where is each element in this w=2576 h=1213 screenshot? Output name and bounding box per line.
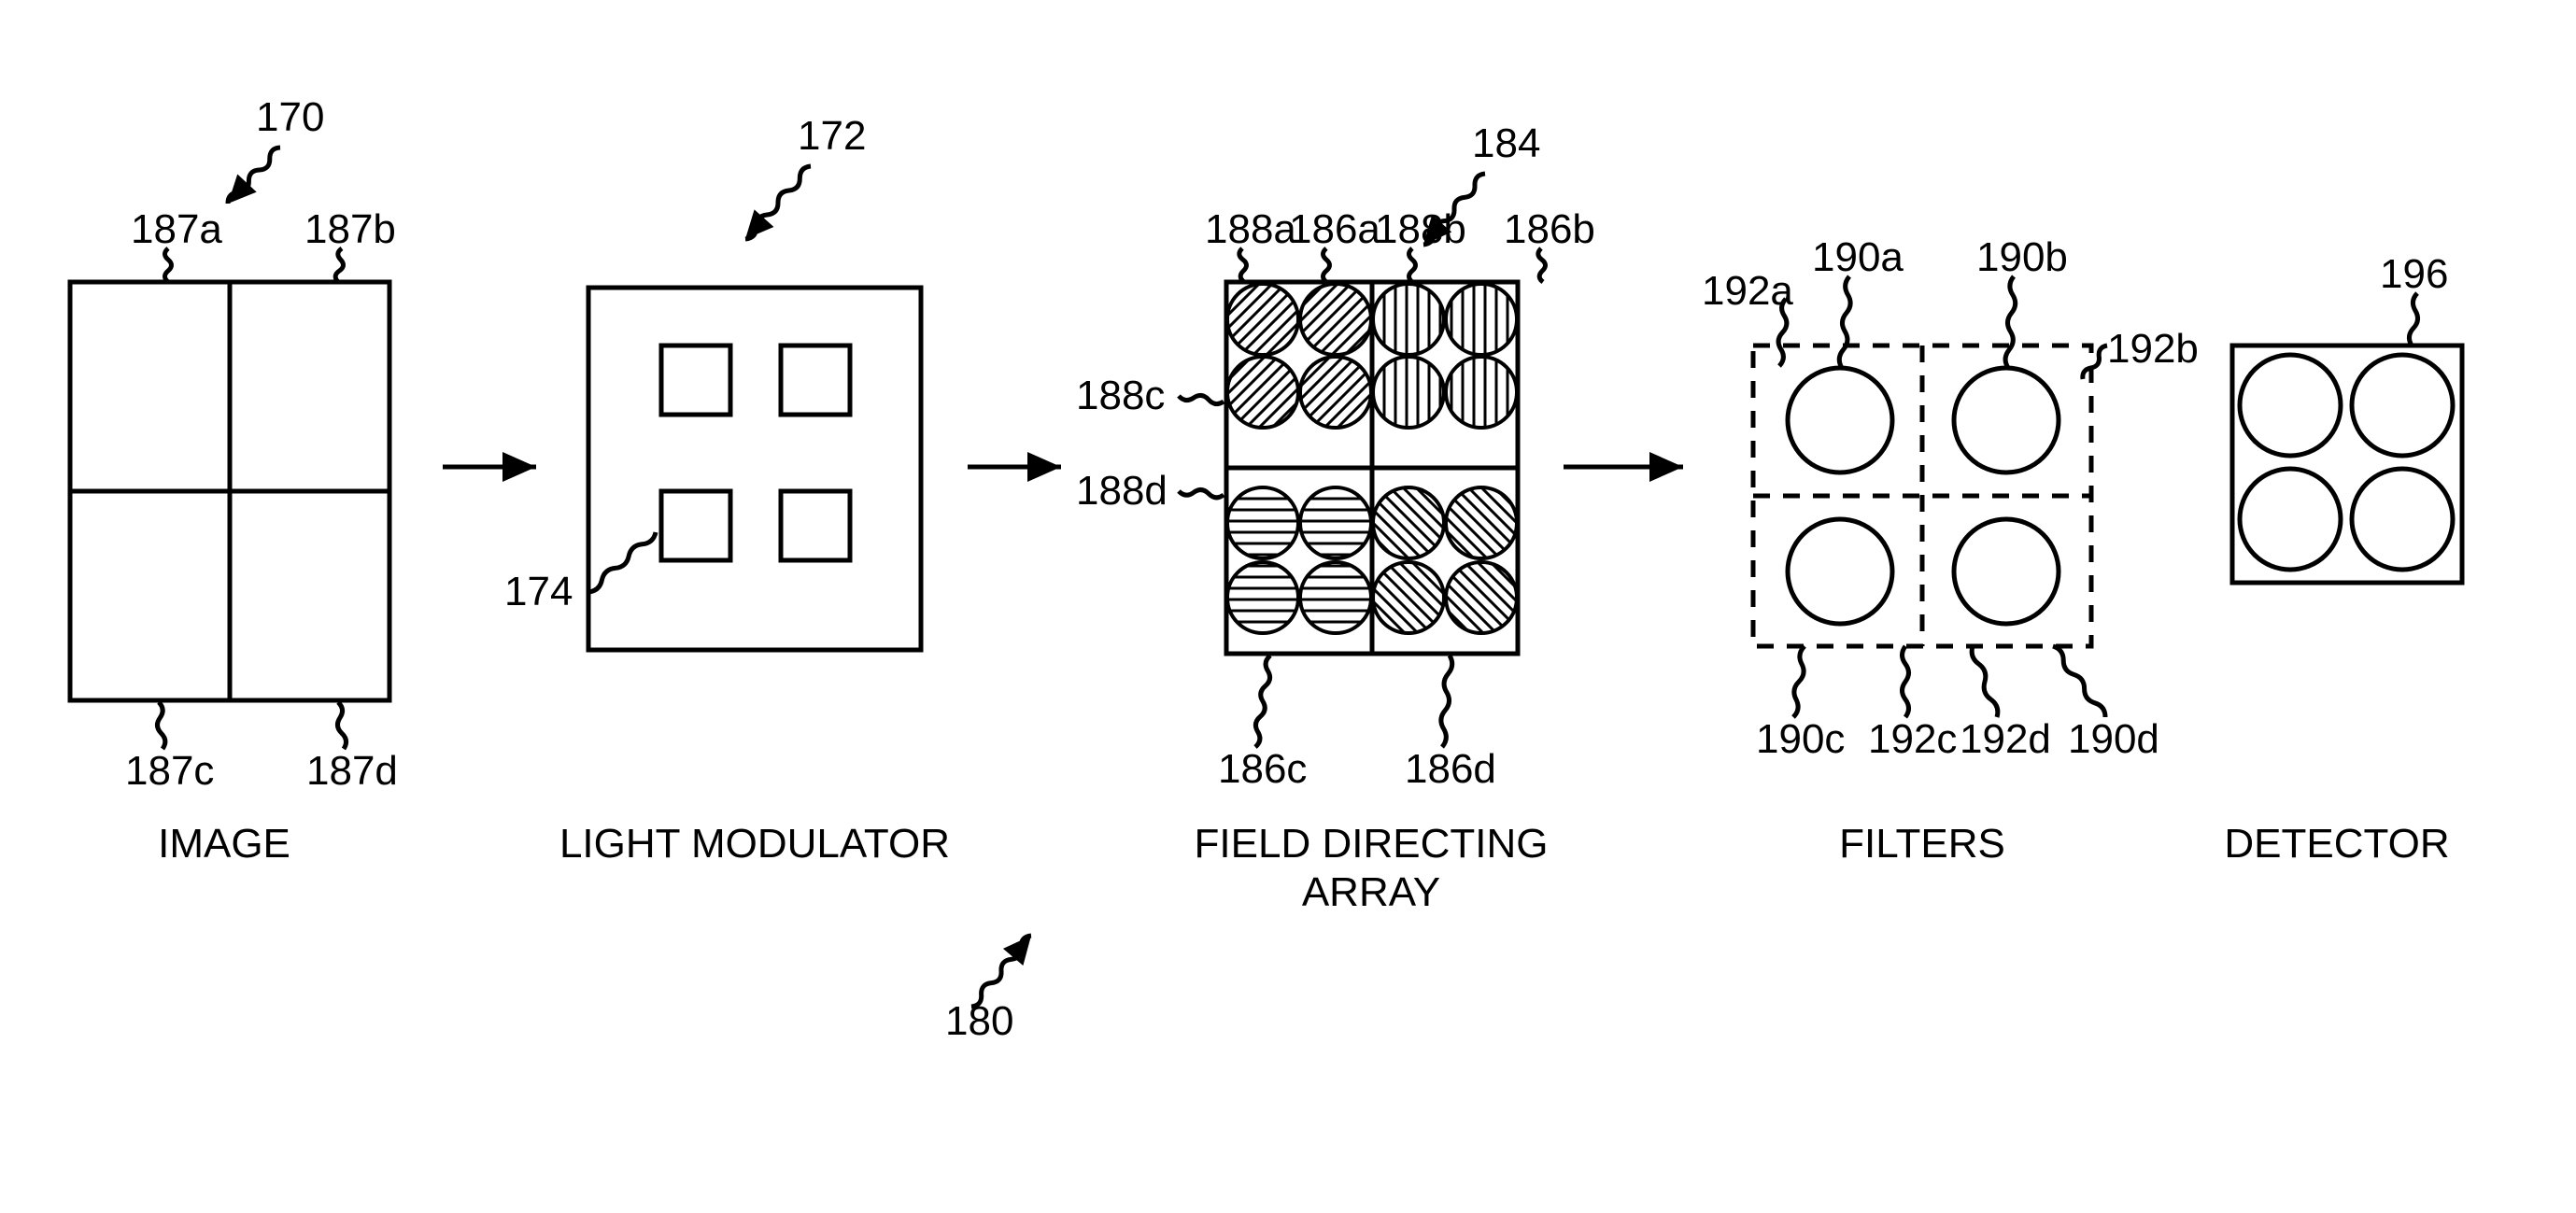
fda-lens [1300, 487, 1371, 558]
label-text: 192d [1960, 716, 2051, 762]
label-text: 192b [2107, 326, 2199, 372]
squiggle-label: 192a [1702, 268, 1793, 366]
label-text: 190b [1976, 234, 2068, 280]
squiggle-label: 196 [2380, 251, 2448, 346]
caption: DETECTOR [2224, 821, 2449, 867]
squiggle-label: 188d [1076, 468, 1224, 514]
modulator-aperture [781, 346, 850, 415]
fda-lens [1373, 284, 1444, 355]
label-text: 186a [1289, 206, 1380, 252]
fda-lens [1227, 487, 1298, 558]
squiggle-label: 190c [1756, 646, 1845, 762]
fda-block [1226, 282, 1518, 654]
fda-lens [1373, 487, 1444, 558]
fda-lens [1446, 487, 1517, 558]
flow-arrow-0 [443, 452, 536, 482]
filter-circle [1954, 368, 2059, 473]
label-text: 196 [2380, 251, 2448, 297]
caption: LIGHT MODULATOR [559, 821, 950, 867]
ref-arrow-0: 170 [228, 94, 324, 204]
fda-lens [1446, 562, 1517, 633]
detector-circle [2352, 355, 2453, 456]
fda-lens [1227, 357, 1298, 428]
modulator-aperture [661, 491, 730, 560]
squiggle-label: 188b [1375, 206, 1466, 282]
squiggle-label: 187c [125, 702, 214, 794]
squiggle-label: 188c [1076, 373, 1224, 418]
label-text: 188c [1076, 373, 1165, 418]
ref-label: 184 [1472, 120, 1540, 166]
flow-arrow-2 [1564, 452, 1683, 482]
squiggle-label: 190a [1812, 234, 1904, 368]
squiggle-label: 187d [306, 702, 398, 794]
fda-lens [1373, 357, 1444, 428]
label-text: 174 [504, 569, 573, 614]
label-text: 187c [125, 748, 214, 794]
caption: FIELD DIRECTING [1195, 821, 1549, 867]
modulator-block [588, 288, 921, 650]
squiggle-label: 186d [1405, 656, 1496, 792]
squiggle-label: 192b [2083, 326, 2199, 379]
detector-circle [2240, 469, 2341, 570]
label-text: 190a [1812, 234, 1904, 280]
caption: ARRAY [1302, 869, 1440, 915]
ref-arrow-3: 180 [945, 936, 1031, 1044]
filters-block [1753, 346, 2091, 646]
fda-lens [1300, 357, 1371, 428]
modulator-aperture [781, 491, 850, 560]
label-text: 186b [1504, 206, 1595, 252]
modulator-aperture [661, 346, 730, 415]
ref-label: 170 [256, 94, 324, 140]
squiggle-label: 186c [1218, 656, 1307, 792]
squiggle-label: 190b [1976, 234, 2068, 368]
ref-label: 180 [945, 998, 1013, 1044]
detector-circle [2240, 355, 2341, 456]
filter-circle [1788, 368, 1892, 473]
fda-lens [1446, 284, 1517, 355]
squiggle-label: 186a [1289, 206, 1380, 282]
label-text: 187a [131, 206, 222, 252]
label-text: 188b [1375, 206, 1466, 252]
diagram-root: 170172184180187a187b187c187d174188a186a1… [0, 0, 2576, 1213]
squiggle-label: 190d [2053, 646, 2159, 762]
label-text: 188a [1205, 206, 1296, 252]
squiggle-label: 192c [1868, 646, 1957, 762]
caption: IMAGE [158, 821, 290, 867]
fda-lens [1300, 284, 1371, 355]
label-text: 190d [2068, 716, 2159, 762]
label-text: 190c [1756, 716, 1845, 762]
label-text: 188d [1076, 468, 1168, 514]
label-text: 187b [304, 206, 396, 252]
fda-lens [1373, 562, 1444, 633]
label-text: 192c [1868, 716, 1957, 762]
detector-block [2232, 346, 2462, 583]
squiggle-label: 188a [1205, 206, 1296, 282]
label-text: 186c [1218, 746, 1307, 792]
squiggle-label: 186b [1504, 206, 1595, 282]
squiggle-label: 192d [1960, 646, 2051, 762]
fda-lens [1227, 284, 1298, 355]
detector-circle [2352, 469, 2453, 570]
fda-lens [1300, 562, 1371, 633]
squiggle-label: 174 [504, 532, 656, 614]
image-block [70, 282, 389, 700]
squiggle-label: 187a [131, 206, 222, 282]
flow-arrow-1 [968, 452, 1061, 482]
filter-circle [1788, 519, 1892, 624]
fda-lens [1446, 357, 1517, 428]
label-text: 186d [1405, 746, 1496, 792]
fda-lens [1227, 562, 1298, 633]
label-text: 187d [306, 748, 398, 794]
filter-circle [1954, 519, 2059, 624]
ref-label: 172 [798, 113, 866, 159]
squiggle-label: 187b [304, 206, 396, 282]
ref-arrow-1: 172 [745, 113, 866, 239]
caption: FILTERS [1839, 821, 2005, 867]
label-text: 192a [1702, 268, 1793, 314]
